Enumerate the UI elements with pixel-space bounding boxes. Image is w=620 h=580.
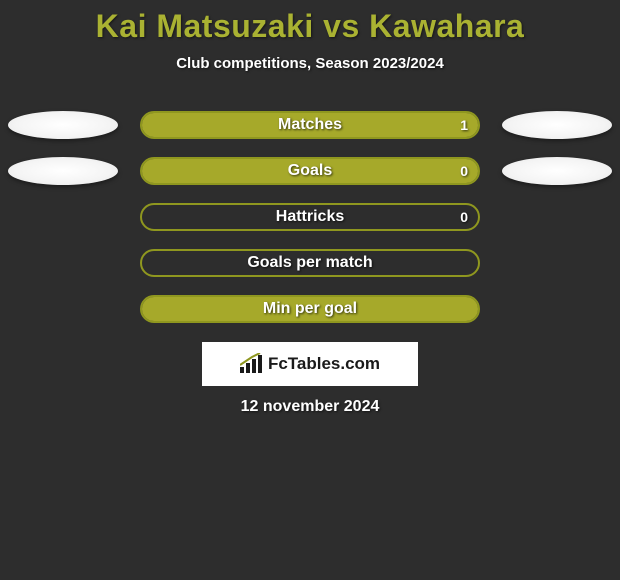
stat-row: Goals 0	[0, 148, 620, 194]
player-right-ellipse	[502, 157, 612, 185]
stat-bar: Goals 0	[140, 157, 480, 185]
player-left-ellipse	[8, 111, 118, 139]
page-title: Kai Matsuzaki vs Kawahara	[0, 8, 620, 45]
stat-bar: Hattricks 0	[140, 203, 480, 231]
stat-value-right: 1	[460, 117, 468, 133]
stat-label: Goals	[288, 162, 332, 180]
stat-value-right: 0	[460, 163, 468, 179]
stat-bar: Matches 1	[140, 111, 480, 139]
stat-row: Goals per match	[0, 240, 620, 286]
stat-row: Hattricks 0	[0, 194, 620, 240]
date-text: 12 november 2024	[0, 398, 620, 416]
stat-bar: Goals per match	[140, 249, 480, 277]
brand-bars-icon	[240, 353, 262, 375]
stat-label: Hattricks	[276, 208, 344, 226]
comparison-card: Kai Matsuzaki vs Kawahara Club competiti…	[0, 0, 620, 416]
brand-badge: FcTables.com	[202, 342, 418, 386]
stat-row: Min per goal	[0, 286, 620, 332]
stat-bar: Min per goal	[140, 295, 480, 323]
stat-label: Matches	[278, 116, 342, 134]
stat-row: Matches 1	[0, 102, 620, 148]
subtitle: Club competitions, Season 2023/2024	[0, 55, 620, 72]
stat-label: Goals per match	[247, 254, 372, 272]
player-right-ellipse	[502, 111, 612, 139]
brand-text: FcTables.com	[268, 354, 380, 374]
stat-label: Min per goal	[263, 300, 357, 318]
stat-value-right: 0	[460, 209, 468, 225]
stat-rows: Matches 1 Goals 0 Hattricks 0 Goals per match M…	[0, 102, 620, 332]
player-left-ellipse	[8, 157, 118, 185]
